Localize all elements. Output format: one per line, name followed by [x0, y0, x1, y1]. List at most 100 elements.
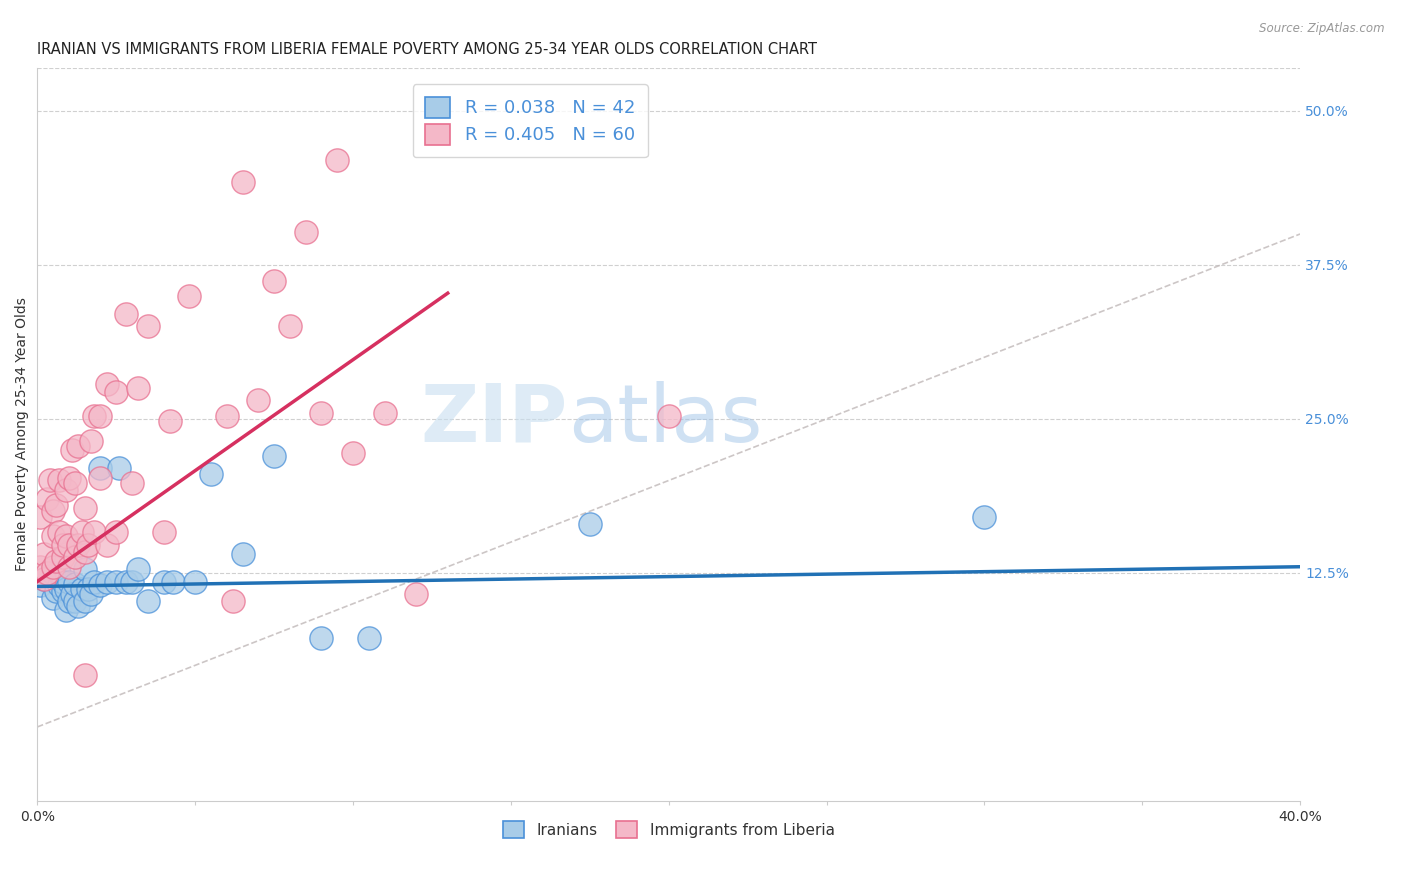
Point [114, 307, 136, 321]
Point [278, 319, 301, 334]
Legend: Iranians, Immigrants from Liberia: Iranians, Immigrants from Liberia [496, 814, 841, 845]
Point [215, 409, 238, 424]
Point [89, 409, 111, 424]
Text: atlas: atlas [568, 381, 762, 458]
Point [374, 406, 396, 420]
Point [973, 510, 995, 524]
Point [73, 545, 96, 559]
Point [32, 572, 55, 586]
Point [30, 510, 52, 524]
Point [63, 475, 86, 490]
Text: IRANIAN VS IMMIGRANTS FROM LIBERIA FEMALE POVERTY AMONG 25-34 YEAR OLDS CORRELAT: IRANIAN VS IMMIGRANTS FROM LIBERIA FEMAL… [38, 42, 817, 57]
Point [30, 578, 52, 592]
Point [58, 594, 80, 608]
Point [63, 577, 86, 591]
Point [247, 393, 270, 408]
Point [42, 559, 65, 574]
Point [80, 587, 103, 601]
Point [152, 525, 174, 540]
Point [55, 483, 77, 498]
Point [105, 574, 128, 589]
Point [136, 319, 159, 334]
Point [83, 409, 105, 424]
Point [405, 587, 427, 601]
Point [127, 562, 149, 576]
Point [60, 587, 83, 601]
Point [184, 574, 207, 589]
Point [73, 594, 96, 608]
Point [222, 594, 245, 608]
Point [63, 594, 86, 608]
Point [231, 175, 253, 189]
Point [45, 584, 67, 599]
Point [127, 381, 149, 395]
Point [48, 566, 70, 580]
Point [52, 574, 75, 589]
Point [55, 582, 77, 596]
Point [73, 562, 96, 576]
Point [73, 500, 96, 515]
Point [342, 446, 364, 460]
Point [121, 475, 143, 490]
Point [48, 474, 70, 488]
Point [67, 537, 90, 551]
Point [89, 461, 111, 475]
Point [83, 525, 105, 540]
Point [76, 537, 98, 551]
Point [42, 529, 65, 543]
Point [67, 439, 90, 453]
Point [200, 467, 222, 482]
Point [76, 582, 98, 596]
Point [96, 537, 118, 551]
Point [45, 553, 67, 567]
Point [70, 525, 93, 540]
Point [55, 529, 77, 543]
Point [70, 582, 93, 596]
Text: ZIP: ZIP [420, 381, 568, 458]
Point [39, 474, 62, 488]
Point [89, 471, 111, 485]
Point [58, 537, 80, 551]
Point [231, 548, 253, 562]
Point [45, 498, 67, 512]
Point [357, 631, 380, 645]
Point [578, 516, 600, 531]
Point [114, 574, 136, 589]
Point [42, 566, 65, 580]
Point [60, 442, 83, 457]
Point [30, 559, 52, 574]
Point [48, 578, 70, 592]
Point [152, 574, 174, 589]
Point [89, 578, 111, 592]
Point [162, 574, 184, 589]
Point [32, 572, 55, 586]
Point [263, 274, 285, 288]
Point [67, 599, 90, 614]
Point [83, 574, 105, 589]
Point [105, 384, 128, 399]
Point [294, 225, 316, 239]
Point [311, 631, 333, 645]
Point [658, 409, 681, 424]
Y-axis label: Female Poverty Among 25-34 Year Olds: Female Poverty Among 25-34 Year Olds [15, 297, 30, 571]
Point [52, 537, 75, 551]
Point [32, 548, 55, 562]
Point [159, 414, 181, 428]
Point [52, 549, 75, 564]
Point [136, 594, 159, 608]
Point [96, 574, 118, 589]
Point [326, 153, 349, 167]
Point [35, 491, 58, 506]
Point [42, 591, 65, 605]
Point [263, 449, 285, 463]
Point [58, 574, 80, 589]
Point [311, 406, 333, 420]
Point [35, 566, 58, 580]
Point [52, 584, 75, 599]
Point [58, 471, 80, 485]
Point [58, 559, 80, 574]
Text: Source: ZipAtlas.com: Source: ZipAtlas.com [1260, 22, 1385, 36]
Point [73, 668, 96, 682]
Point [105, 525, 128, 540]
Point [42, 504, 65, 518]
